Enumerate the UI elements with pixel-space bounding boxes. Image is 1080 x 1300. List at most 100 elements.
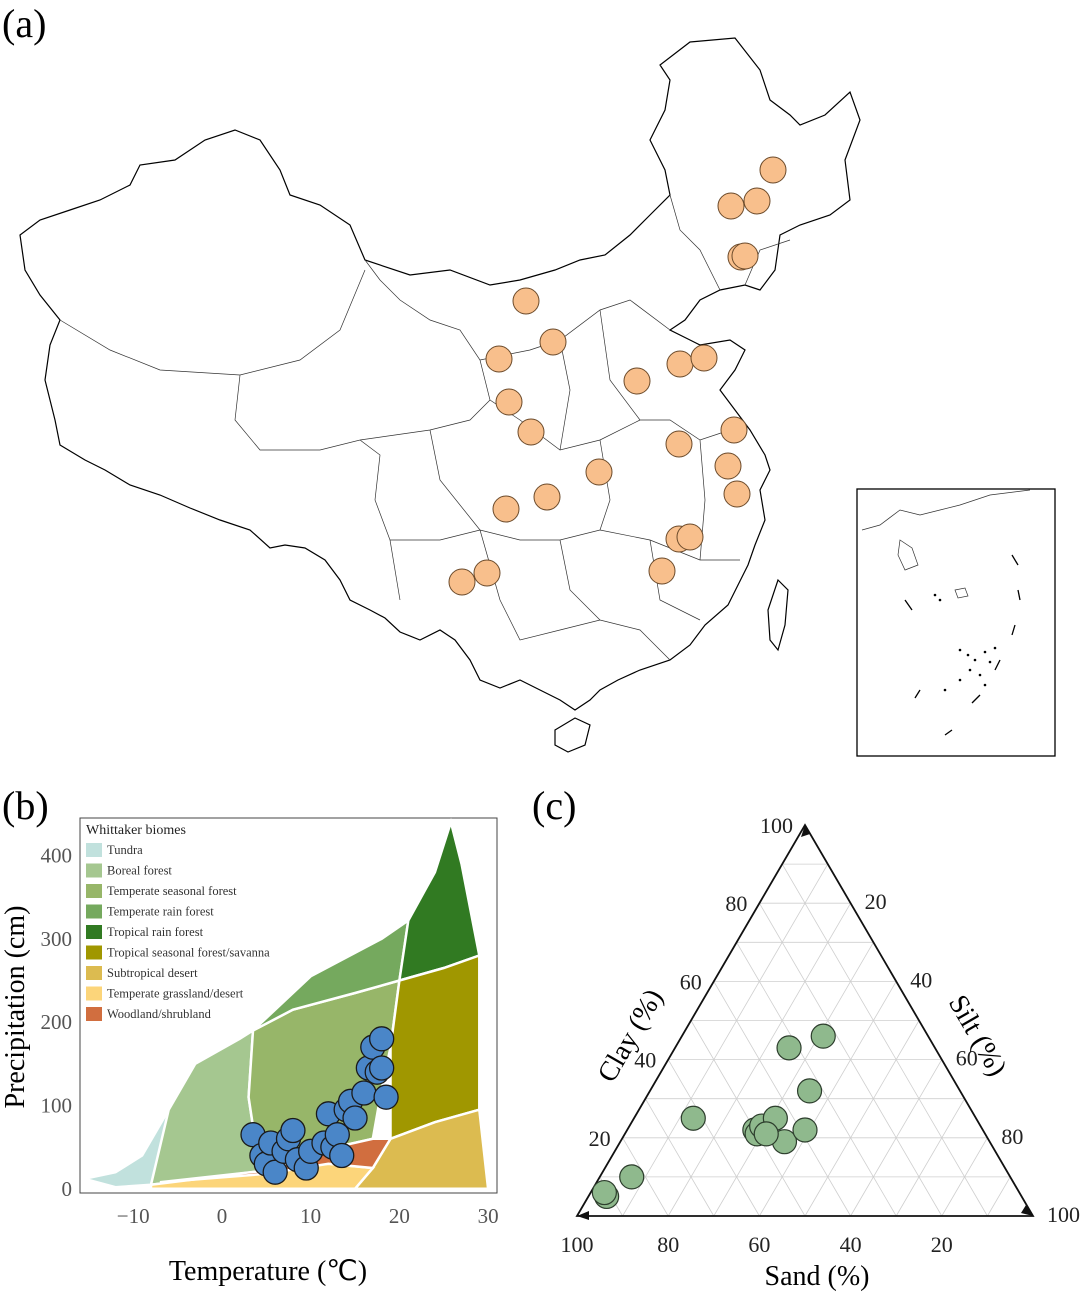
taiwan-island	[767, 578, 789, 652]
grid-line	[622, 1137, 669, 1217]
climate-point	[342, 1105, 368, 1131]
clay-tick-label: 80	[725, 891, 747, 916]
silt-tick-label: 20	[865, 889, 887, 914]
legend-title: Whittaker biomes	[86, 823, 186, 838]
clay-axis-title: Clay (%)	[592, 984, 670, 1088]
site-marker	[676, 523, 704, 551]
sand-tick-label: 40	[840, 1232, 862, 1257]
site-marker	[623, 367, 651, 395]
legend-swatch	[86, 925, 102, 939]
legend-swatch	[86, 863, 102, 878]
inset-coastline	[861, 489, 1031, 599]
legend-label: Subtropical desert	[107, 966, 198, 980]
x-axis-title: Temperature (℃)	[169, 1256, 367, 1287]
legend-swatch	[86, 1007, 102, 1021]
site-marker	[539, 328, 567, 356]
silt-tick-label: 80	[1001, 1124, 1023, 1149]
soil-sample-point	[810, 1023, 836, 1049]
islet	[978, 673, 982, 677]
climate-point	[329, 1142, 355, 1169]
legend-swatch	[86, 904, 102, 919]
grid-line	[736, 942, 897, 1217]
dash-segment	[1011, 624, 1016, 636]
legend-swatch	[86, 945, 102, 960]
site-marker	[533, 483, 561, 511]
climate-point	[369, 1055, 395, 1081]
silt-tick-label: 60	[956, 1046, 978, 1071]
site-marker	[714, 452, 742, 480]
grid-line	[850, 1059, 943, 1217]
clay-tick-label: 100	[760, 813, 793, 838]
arrowhead	[801, 825, 810, 837]
grid-line	[622, 863, 829, 1217]
dash-segment	[994, 659, 1001, 671]
grid-line	[895, 1098, 965, 1217]
site-marker	[720, 416, 748, 444]
hainan-island	[554, 717, 591, 753]
islet	[993, 646, 997, 650]
site-marker	[473, 559, 501, 587]
china-map	[19, 37, 1056, 757]
islet	[988, 660, 992, 664]
panel-label-b: (b)	[2, 783, 49, 828]
site-marker	[485, 345, 513, 373]
sand-tick-label: 80	[657, 1232, 679, 1257]
legend-label: Temperate grassland/desert	[107, 987, 244, 1001]
soil-texture-ternary: 20 40 60 80 100 20 40 60 80 100 100 80 60 40 20 Clay (…	[561, 813, 1080, 1292]
clay-tick-label: 20	[589, 1126, 611, 1151]
x-tick-label: 30	[478, 1204, 499, 1228]
dash-segment	[944, 729, 953, 736]
dash-segment	[971, 694, 981, 704]
soil-sample-point	[792, 1117, 818, 1143]
site-marker	[512, 287, 540, 315]
site-marker	[448, 568, 476, 596]
islet	[983, 683, 987, 687]
dash-segment	[1017, 589, 1021, 601]
arrowhead	[577, 1211, 589, 1220]
site-marker	[495, 388, 523, 416]
islet	[943, 688, 947, 692]
grid-line	[690, 1020, 806, 1217]
legend-label: Tropical rain forest	[107, 925, 204, 939]
soil-sample-point	[680, 1105, 706, 1131]
islet	[933, 593, 937, 597]
grid-line	[804, 1020, 920, 1217]
site-marker	[585, 458, 613, 486]
soil-sample-point	[796, 1078, 823, 1104]
grid-line	[713, 942, 874, 1217]
islet	[938, 598, 942, 602]
site-marker	[666, 350, 694, 378]
islet	[958, 678, 962, 682]
x-tick-label: 10	[300, 1204, 321, 1228]
silt-tick-label: 40	[910, 967, 932, 992]
sand-tick-label: 20	[931, 1232, 953, 1257]
grid-line	[987, 1176, 1011, 1217]
clay-tick-label: 60	[680, 969, 702, 994]
site-marker	[717, 192, 745, 220]
dash-segment	[904, 599, 913, 611]
site-marker	[517, 418, 545, 446]
islet	[983, 650, 987, 654]
climate-point	[351, 1080, 377, 1106]
islet	[973, 658, 977, 662]
islet	[968, 668, 972, 672]
sand-tick-label: 100	[561, 1232, 594, 1257]
site-marker	[759, 156, 787, 184]
y-tick-label: 0	[62, 1177, 73, 1201]
legend-swatch	[86, 966, 102, 980]
y-axis-title: Precipitation (cm)	[0, 906, 31, 1109]
province-boundaries	[59, 194, 791, 661]
country-outline	[19, 37, 861, 711]
panel-label-a: (a)	[2, 1, 47, 46]
x-tick-label: −10	[117, 1204, 150, 1228]
legend-label: Temperate rain forest	[107, 905, 214, 919]
site-marker	[743, 187, 771, 215]
dash-segment	[1011, 554, 1019, 566]
legend-label: Tropical seasonal forest/savanna	[107, 946, 270, 960]
y-tick-label: 100	[41, 1094, 73, 1118]
x-tick-label: 20	[389, 1204, 410, 1228]
site-marker	[492, 495, 520, 523]
sand-axis-title: Sand (%)	[765, 1261, 870, 1292]
site-marker	[648, 557, 676, 585]
x-tick-label: 0	[217, 1204, 228, 1228]
